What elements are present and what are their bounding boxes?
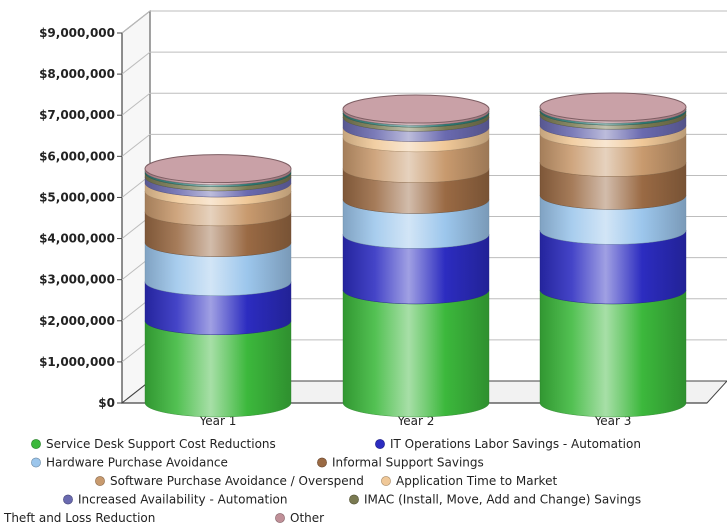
bar-year-3-service-desk-support-cost-reductions	[539, 289, 687, 418]
y-tick-label: $5,000,000	[39, 190, 115, 204]
y-tick-label: $2,000,000	[39, 314, 115, 328]
legend-marker	[95, 476, 105, 486]
y-tick-label: $0	[98, 396, 115, 410]
legend-marker	[381, 476, 391, 486]
legend-label: Software Purchase Avoidance / Overspend	[110, 474, 364, 488]
legend-marker	[63, 494, 73, 505]
x-tick-label: Year 2	[397, 414, 435, 428]
legend-item-service-desk-support-cost-reductions: Service Desk Support Cost Reductions	[31, 437, 276, 451]
legend-item-informal-support-savings: Informal Support Savings	[317, 456, 484, 470]
y-tick-label: $1,000,000	[39, 355, 115, 369]
bar-top-cap	[539, 92, 687, 122]
y-tick-label: $4,000,000	[39, 232, 115, 246]
legend-marker	[31, 439, 41, 449]
y-tick-label: $9,000,000	[39, 26, 115, 40]
legend-item-application-time-to-market: Application Time to Market	[381, 474, 557, 488]
legend-label: Service Desk Support Cost Reductions	[46, 437, 276, 451]
legend-item-increased-availability-automation: Increased Availability - Automation	[63, 493, 287, 507]
legend-marker	[375, 439, 385, 449]
bar-top-cap	[144, 154, 292, 184]
y-tick-label: $3,000,000	[39, 273, 115, 287]
legend-item-hardware-purchase-avoidance: Hardware Purchase Avoidance	[31, 456, 228, 470]
legend-item-it-operations-labor-savings-automation: IT Operations Labor Savings - Automation	[375, 437, 641, 451]
legend-item-software-purchase-avoidance-overspend: Software Purchase Avoidance / Overspend	[95, 474, 364, 488]
x-tick-label: Year 1	[199, 414, 237, 428]
legend-label: IMAC (Install, Move, Add and Change) Sav…	[364, 493, 641, 507]
legend-marker	[275, 513, 285, 523]
bar-year-2-service-desk-support-cost-reductions	[342, 289, 490, 418]
y-tick-label: $7,000,000	[39, 108, 115, 122]
x-axis: Year 1 Year 2 Year 3	[199, 403, 632, 428]
legend-marker	[317, 457, 327, 468]
legend-label: Application Time to Market	[396, 474, 557, 488]
gridline	[121, 133, 727, 157]
bar-stack-year-3	[539, 92, 687, 418]
gridline	[121, 51, 727, 75]
gridline	[121, 10, 727, 34]
gridline	[121, 92, 727, 116]
bar-year-1-service-desk-support-cost-reductions	[144, 320, 292, 418]
legend-item-theft-and-loss-reduction: Theft and Loss Reduction	[3, 511, 155, 525]
bar-top-cap	[342, 94, 490, 124]
y-axis: $0 $1,000,000 $2,000,000 $3,000,000 $4,000,0…	[39, 26, 122, 410]
legend-label: Hardware Purchase Avoidance	[46, 456, 228, 470]
legend-label: Other	[290, 511, 324, 525]
legend-item-other: Other	[275, 511, 324, 525]
y-tick-label: $8,000,000	[39, 67, 115, 81]
legend-marker	[349, 494, 359, 505]
legend: Service Desk Support Cost Reductions IT O…	[3, 437, 641, 525]
legend-label: IT Operations Labor Savings - Automation	[390, 437, 641, 451]
bar-stack-year-2	[342, 94, 490, 418]
legend-marker	[31, 457, 41, 468]
legend-label: Theft and Loss Reduction	[3, 511, 155, 525]
x-tick-label: Year 3	[594, 414, 632, 428]
bar-stack-year-1	[144, 154, 292, 418]
legend-label: Informal Support Savings	[332, 456, 484, 470]
y-tick-label: $6,000,000	[39, 149, 115, 163]
legend-label: Increased Availability - Automation	[78, 493, 287, 507]
legend-item-imac-install-move-add-and-change-savings: IMAC (Install, Move, Add and Change) Sav…	[349, 493, 641, 507]
bars	[144, 92, 687, 418]
